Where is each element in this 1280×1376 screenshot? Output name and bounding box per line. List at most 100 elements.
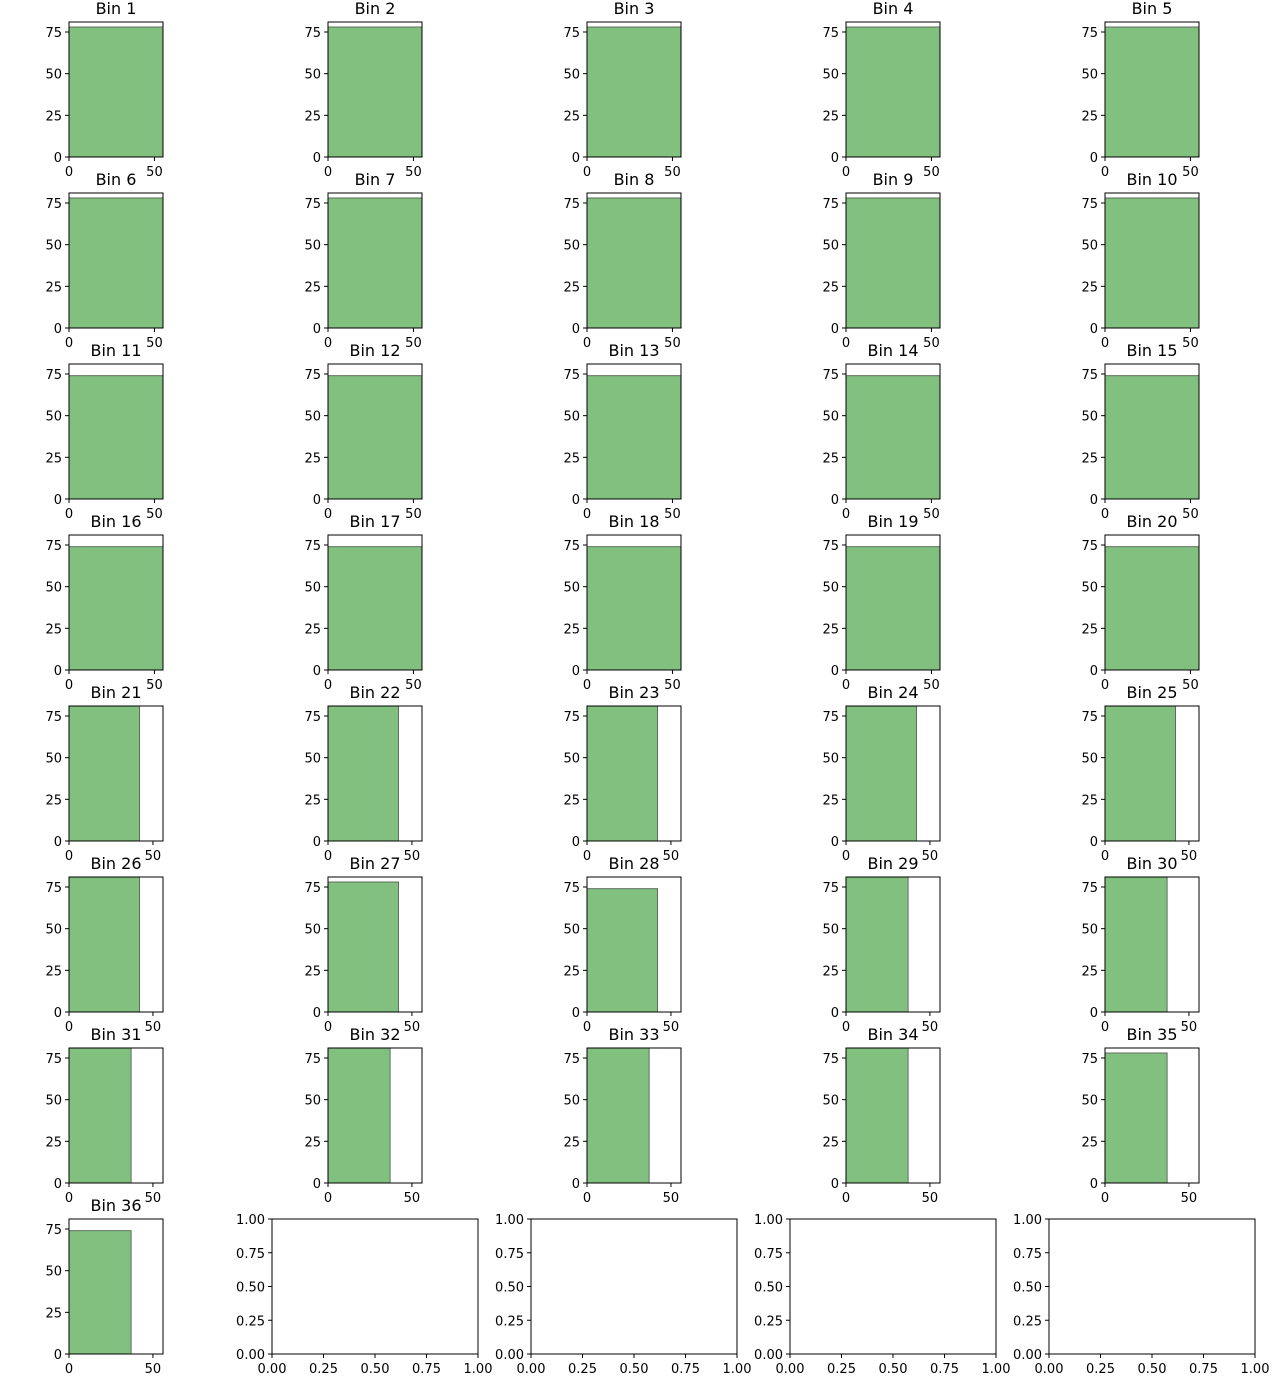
subplot-20-ytick-label-3: 75 bbox=[1081, 539, 1098, 554]
subplot-1-ytick-label-3: 75 bbox=[45, 26, 62, 41]
subplot-33-ytick-label-1: 25 bbox=[563, 1135, 580, 1150]
subplot-21-frame bbox=[68, 705, 164, 842]
subplot-16: 0 25 50 75 0 50 Bin 16 bbox=[45, 512, 164, 693]
subplot-16-ytick-label-0: 0 bbox=[54, 664, 62, 679]
subplot-35-xtick-label-1: 50 bbox=[1181, 1191, 1198, 1206]
subplot-27-ytick-label-0: 0 bbox=[313, 1006, 321, 1021]
subplot-30-ytick-label-0: 0 bbox=[1090, 1006, 1098, 1021]
subplot-28-xtick-label-1: 50 bbox=[663, 1020, 680, 1035]
subplot-13-ytick-label-1: 25 bbox=[563, 451, 580, 466]
subplot-35-ytick-label-0: 0 bbox=[1090, 1177, 1098, 1192]
subplot-33: 0 25 50 75 0 50 Bin 33 bbox=[563, 1025, 682, 1206]
subplot-25-ytick-label-1: 25 bbox=[1081, 793, 1098, 808]
subplot-31-frame bbox=[68, 1047, 164, 1184]
subplot-10-ytick-label-3: 75 bbox=[1081, 197, 1098, 212]
subplot-33-title: Bin 33 bbox=[608, 1025, 659, 1044]
subplot-40-ytick-label-0: 0.00 bbox=[1013, 1348, 1042, 1363]
subplot-29-title: Bin 29 bbox=[867, 854, 918, 873]
subplot-3-ytick-label-1: 25 bbox=[563, 109, 580, 124]
subplot-21-xtick-label-0: 0 bbox=[65, 849, 73, 864]
subplot-33-frame bbox=[586, 1047, 682, 1184]
subplot-3-frame bbox=[586, 21, 682, 158]
subplot-23-xtick-label-0: 0 bbox=[583, 849, 591, 864]
subplot-37-ytick-label-3: 0.75 bbox=[236, 1247, 265, 1262]
subplot-10-xtick-label-1: 50 bbox=[1182, 336, 1199, 351]
subplot-2-xtick-label-0: 0 bbox=[324, 165, 332, 180]
subplot-11-frame bbox=[68, 363, 164, 500]
subplot-4: 0 25 50 75 0 50 Bin 4 bbox=[822, 0, 941, 180]
subplot-23-bar bbox=[586, 705, 658, 842]
subplot-2: 0 25 50 75 0 50 Bin 2 bbox=[304, 0, 423, 180]
subplot-17: 0 25 50 75 0 50 Bin 17 bbox=[304, 512, 423, 693]
subplot-7-title: Bin 7 bbox=[355, 170, 396, 189]
subplot-31-ytick-label-2: 50 bbox=[45, 1094, 62, 1109]
subplot-34-ytick-label-0: 0 bbox=[831, 1177, 839, 1192]
subplot-28-xtick-label-0: 0 bbox=[583, 1020, 591, 1035]
subplot-30-xtick-label-1: 50 bbox=[1181, 1020, 1198, 1035]
subplot-28-ytick-label-2: 50 bbox=[563, 923, 580, 938]
subplot-18-ytick-label-2: 50 bbox=[563, 581, 580, 596]
subplot-12: 0 25 50 75 0 50 Bin 12 bbox=[304, 341, 423, 522]
subplot-3-bar bbox=[586, 26, 682, 158]
subplot-16-bar bbox=[68, 546, 164, 671]
subplot-39-xtick-label-2: 0.50 bbox=[879, 1362, 908, 1376]
subplot-24: 0 25 50 75 0 50 Bin 24 bbox=[822, 683, 941, 864]
subplot-27-xtick-label-1: 50 bbox=[404, 1020, 421, 1035]
subplot-30-ytick-label-1: 25 bbox=[1081, 964, 1098, 979]
subplot-20-xtick-label-1: 50 bbox=[1182, 678, 1199, 693]
subplot-38-ytick-label-0: 0.00 bbox=[495, 1348, 524, 1363]
subplot-40-ytick-label-1: 0.25 bbox=[1013, 1314, 1042, 1329]
subplot-37: 0.00 0.25 0.50 0.75 1.00 0.00 0.25 0.50 0.75 1.00 bbox=[236, 1213, 492, 1376]
subplot-8-title: Bin 8 bbox=[614, 170, 655, 189]
subplot-39-ytick-label-2: 0.50 bbox=[754, 1281, 783, 1296]
subplot-19-frame bbox=[845, 534, 941, 671]
subplot-25-title: Bin 25 bbox=[1126, 683, 1177, 702]
subplot-11-bar bbox=[68, 375, 164, 500]
subplot-12-title: Bin 12 bbox=[349, 341, 400, 360]
subplot-6-ytick-label-1: 25 bbox=[45, 280, 62, 295]
subplot-3-xtick-label-0: 0 bbox=[583, 165, 591, 180]
subplot-22-xtick-label-1: 50 bbox=[404, 849, 421, 864]
subplot-23: 0 25 50 75 0 50 Bin 23 bbox=[563, 683, 682, 864]
subplot-30-ytick-label-2: 50 bbox=[1081, 923, 1098, 938]
subplot-38-xtick-label-4: 1.00 bbox=[723, 1362, 752, 1376]
subplot-39-frame bbox=[789, 1218, 997, 1355]
subplot-34-frame bbox=[845, 1047, 941, 1184]
subplot-40-frame bbox=[1048, 1218, 1256, 1355]
subplot-6-bar bbox=[68, 197, 164, 329]
subplot-33-ytick-label-0: 0 bbox=[572, 1177, 580, 1192]
subplot-36-frame bbox=[68, 1218, 164, 1355]
subplot-33-ytick-label-3: 75 bbox=[563, 1052, 580, 1067]
subplot-15-ytick-label-1: 25 bbox=[1081, 451, 1098, 466]
subplot-23-ytick-label-0: 0 bbox=[572, 835, 580, 850]
subplot-6-ytick-label-2: 50 bbox=[45, 239, 62, 254]
subplot-16-frame bbox=[68, 534, 164, 671]
subplot-8: 0 25 50 75 0 50 Bin 8 bbox=[563, 170, 682, 351]
subplot-24-xtick-label-0: 0 bbox=[842, 849, 850, 864]
subplot-30-bar bbox=[1104, 876, 1168, 1013]
subplot-40: 0.00 0.25 0.50 0.75 1.00 0.00 0.25 0.50 0.75 1.00 bbox=[1013, 1213, 1269, 1376]
subplot-23-xtick-label-1: 50 bbox=[663, 849, 680, 864]
subplot-36-bar bbox=[68, 1230, 132, 1355]
subplot-18-bar bbox=[586, 546, 682, 671]
subplot-4-title: Bin 4 bbox=[873, 0, 914, 18]
subplot-38-xtick-label-2: 0.50 bbox=[620, 1362, 649, 1376]
subplot-29-xtick-label-0: 0 bbox=[842, 1020, 850, 1035]
subplot-39-xtick-label-4: 1.00 bbox=[982, 1362, 1011, 1376]
subplot-15-xtick-label-1: 50 bbox=[1182, 507, 1199, 522]
subplot-22-ytick-label-3: 75 bbox=[304, 710, 321, 725]
subplot-37-ytick-label-1: 0.25 bbox=[236, 1314, 265, 1329]
subplot-19: 0 25 50 75 0 50 Bin 19 bbox=[822, 512, 941, 693]
subplot-3-ytick-label-2: 50 bbox=[563, 68, 580, 83]
subplot-19-ytick-label-3: 75 bbox=[822, 539, 839, 554]
subplot-38-ytick-label-2: 0.50 bbox=[495, 1281, 524, 1296]
subplot-14-frame bbox=[845, 363, 941, 500]
subplot-11-xtick-label-0: 0 bbox=[65, 507, 73, 522]
subplot-15-bar bbox=[1104, 375, 1200, 500]
subplot-21-ytick-label-3: 75 bbox=[45, 710, 62, 725]
subplot-4-bar bbox=[845, 26, 941, 158]
subplot-7-xtick-label-1: 50 bbox=[405, 336, 422, 351]
subplot-1-ytick-label-1: 25 bbox=[45, 109, 62, 124]
subplot-27: 0 25 50 75 0 50 Bin 27 bbox=[304, 854, 423, 1035]
subplot-21-ytick-label-2: 50 bbox=[45, 752, 62, 767]
